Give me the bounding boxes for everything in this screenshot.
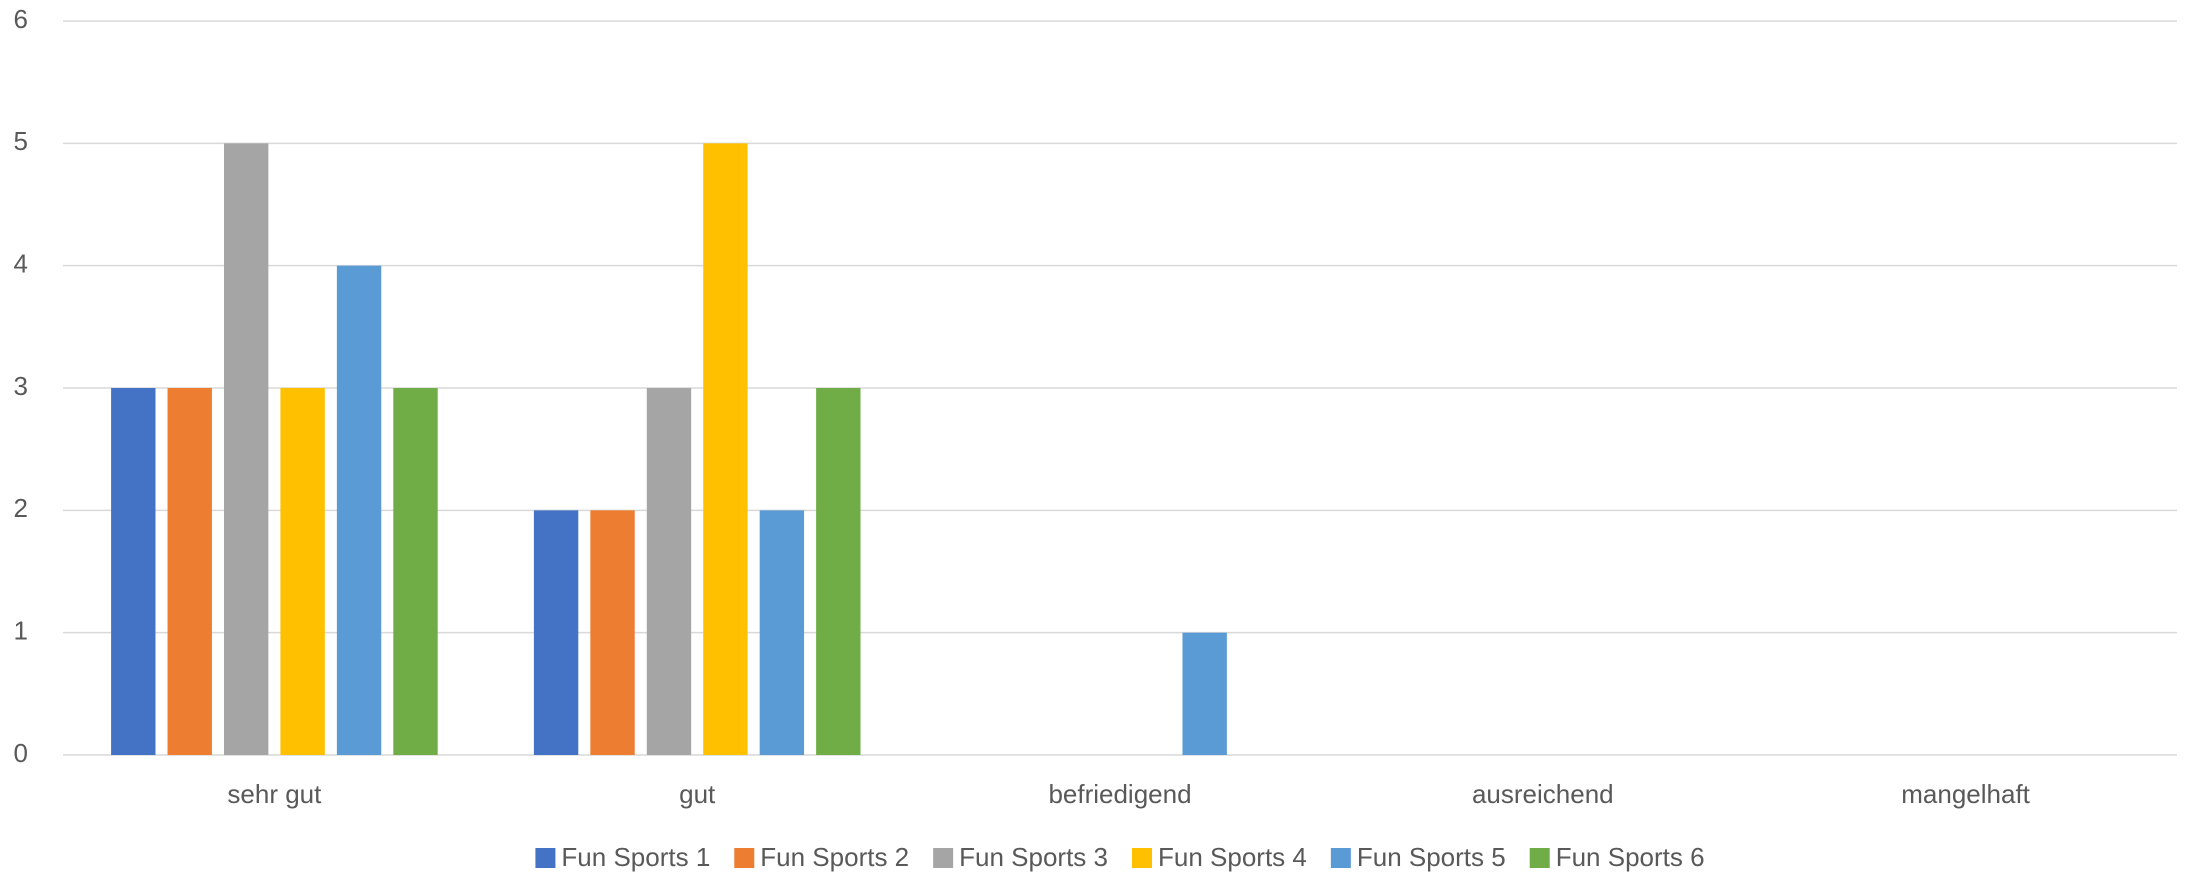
- bar: [223, 143, 269, 756]
- bar: [703, 143, 748, 756]
- y-tick-label: 3: [14, 371, 28, 401]
- legend-label: Fun Sports 5: [1357, 842, 1506, 872]
- legend-label: Fun Sports 3: [959, 842, 1108, 872]
- bar: [336, 265, 382, 755]
- y-tick-label: 4: [14, 249, 28, 279]
- legend-swatch: [1330, 848, 1351, 868]
- x-tick-label: mangelhaft: [1901, 779, 2030, 809]
- bar: [646, 388, 692, 755]
- legend-swatch: [1132, 848, 1152, 868]
- legend-swatch: [933, 848, 954, 868]
- legend-swatch: [535, 848, 556, 868]
- legend-label: Fun Sports 1: [561, 842, 710, 872]
- legend-swatch: [1529, 848, 1550, 868]
- bar: [167, 388, 212, 755]
- bar: [393, 388, 438, 755]
- x-tick-label: ausreichend: [1472, 779, 1614, 809]
- legend-label: Fun Sports 2: [760, 842, 909, 872]
- bar: [590, 510, 635, 755]
- legend-label: Fun Sports 4: [1158, 842, 1307, 872]
- bar: [533, 510, 579, 755]
- bar: [280, 388, 325, 755]
- x-tick-label: befriedigend: [1048, 779, 1191, 809]
- x-tick-label: sehr gut: [227, 779, 322, 809]
- y-tick-label: 1: [14, 616, 28, 646]
- y-tick-label: 2: [14, 493, 28, 523]
- y-tick-label: 5: [14, 126, 28, 156]
- legend-swatch: [734, 848, 755, 868]
- y-tick-label: 0: [14, 738, 28, 768]
- x-tick-label: gut: [679, 779, 716, 809]
- bar: [1182, 632, 1227, 755]
- bar: [111, 388, 156, 755]
- bar: [759, 510, 805, 755]
- bar: [816, 388, 861, 755]
- y-tick-label: 6: [14, 4, 28, 34]
- legend-label: Fun Sports 6: [1556, 842, 1705, 872]
